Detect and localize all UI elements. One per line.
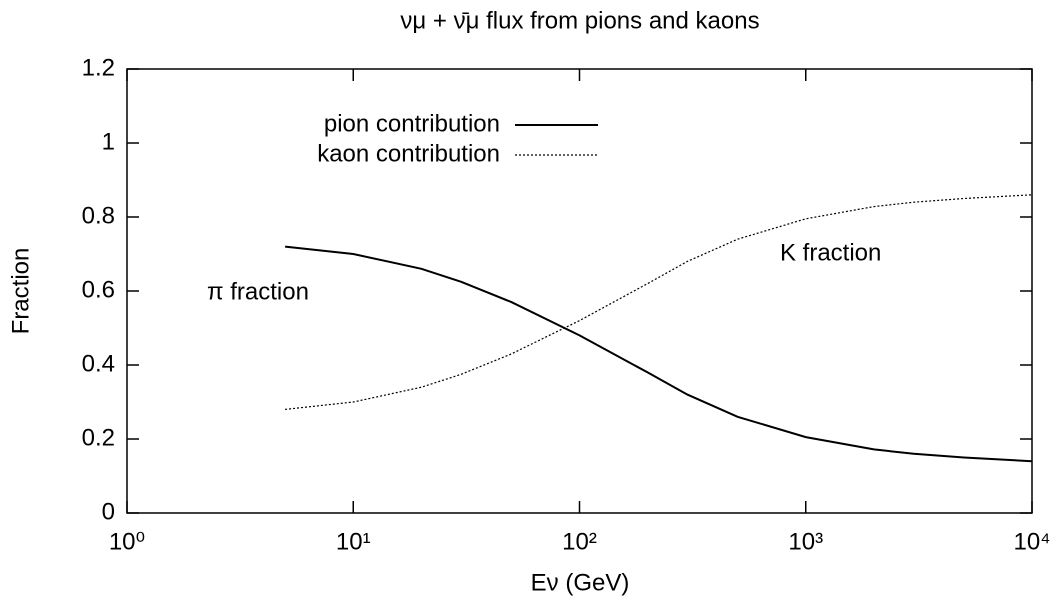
y-tick-label: 1: [102, 128, 115, 155]
series-line: [285, 194, 1033, 410]
x-tick-label: 10⁰: [109, 528, 145, 555]
y-tick-label: 0.4: [82, 350, 115, 377]
legend-label: kaon contribution: [317, 140, 500, 167]
annotation: K fraction: [780, 239, 881, 266]
x-axis-label: Eν (GeV): [531, 569, 630, 596]
y-tick-label: 0.8: [82, 202, 115, 229]
y-tick-label: 0: [102, 498, 115, 525]
annotation: π fraction: [207, 278, 309, 305]
legend-label: pion contribution: [324, 110, 500, 137]
y-tick-label: 0.2: [82, 424, 115, 451]
y-tick-label: 0.6: [82, 276, 115, 303]
x-tick-label: 10¹: [336, 528, 371, 555]
x-tick-label: 10³: [788, 528, 823, 555]
x-tick-label: 10⁴: [1013, 528, 1050, 555]
y-axis-label: Fraction: [7, 248, 34, 335]
chart-title: νμ + ν̄μ flux from pions and kaons: [400, 7, 759, 34]
x-tick-label: 10²: [562, 528, 597, 555]
series-line: [284, 245, 1033, 463]
y-tick-label: 1.2: [82, 54, 115, 81]
